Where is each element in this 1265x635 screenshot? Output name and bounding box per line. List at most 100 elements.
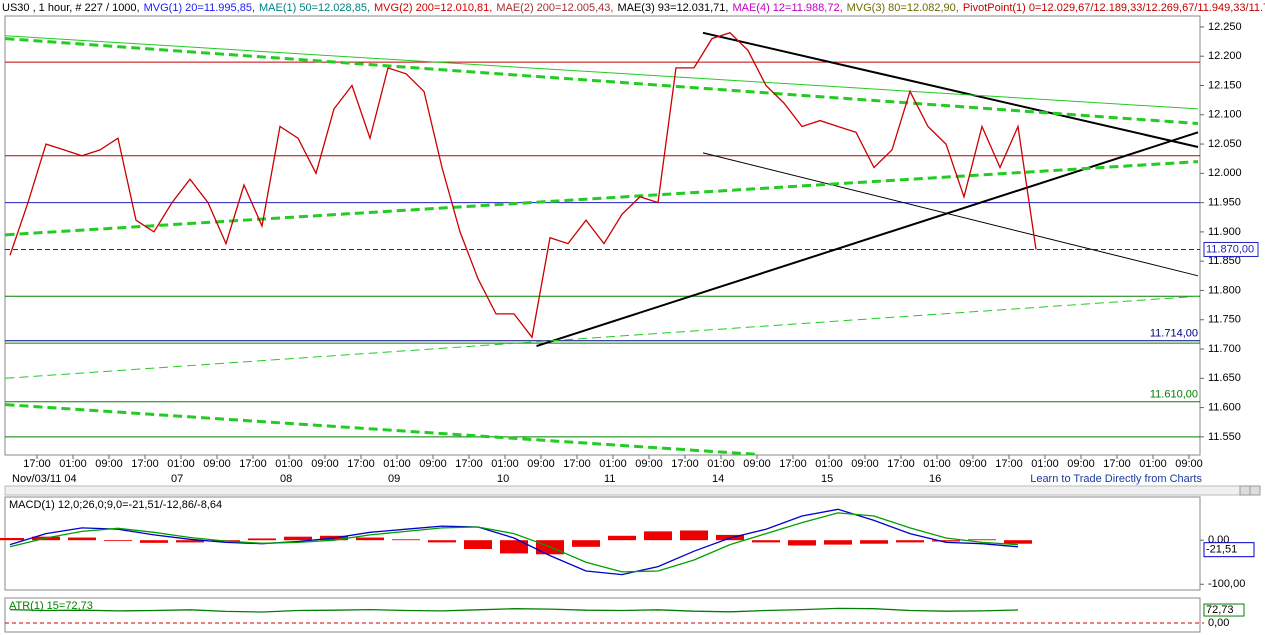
x-tick-label: 17:00 (239, 458, 267, 470)
y-tick-label: 11.800 (1208, 284, 1241, 296)
y-tick-label: 11.950 (1208, 197, 1241, 209)
y-tick-label: 12.250 (1208, 21, 1242, 33)
x-tick-label: 09:00 (635, 458, 663, 470)
x-tick-label: 17:00 (995, 458, 1023, 470)
header-item: MAE(2) 200=12.005,43, (496, 2, 613, 14)
x-tick-label: 09:00 (419, 458, 447, 470)
footer-link[interactable]: Learn to Trade Directly from Charts (1030, 473, 1202, 485)
header-item: MVG(1) 20=11.995,85, (144, 2, 255, 14)
x-tick-label: 17:00 (563, 458, 591, 470)
macd-histogram-bar (428, 540, 456, 543)
trendline (702, 31, 1199, 148)
x-tick-label: 09:00 (851, 458, 879, 470)
x-tick-label: 09:00 (959, 458, 987, 470)
x-tick-label: 01:00 (59, 458, 87, 470)
x-tick-label: 01:00 (707, 458, 735, 470)
macd-histogram-bar (860, 540, 888, 544)
header-item: MAE(4) 12=11.988,72, (732, 2, 842, 14)
header-item: MAE(3) 93=12.031,71, (617, 2, 728, 14)
x-tick-label: 01:00 (1139, 458, 1167, 470)
macd-histogram-bar (68, 537, 96, 541)
date-label: 11 (604, 473, 615, 485)
trendline (5, 37, 1199, 126)
macd-histogram-bar (0, 537, 24, 541)
price-line (9, 32, 1037, 339)
y-tick-label: 12.150 (1208, 79, 1242, 91)
y-tick-label: 11.900 (1208, 226, 1241, 238)
signal-line (9, 512, 1019, 573)
y-tick-label: 12.100 (1208, 109, 1242, 121)
macd-histogram-bar (464, 540, 492, 550)
macd-title: MACD(1) 12,0;26,0;9,0=-21,51/-12,86/-8,6… (9, 499, 222, 511)
y-tick-label: 0,00 (1208, 617, 1229, 629)
macd-histogram-bar (680, 530, 708, 541)
x-tick-label: 17:00 (455, 458, 483, 470)
header-item: US30 , 1 hour, # 227 / 1000, (2, 2, 140, 14)
x-tick-label: 17:00 (1103, 458, 1131, 470)
scrollbar[interactable] (4, 485, 1261, 496)
atr-title: ATR(1) 15=72,73 (9, 600, 93, 612)
macd-histogram-bar (176, 540, 204, 543)
date-label: 16 (929, 473, 941, 485)
x-tick-label: 01:00 (491, 458, 519, 470)
x-tick-label: 17:00 (131, 458, 159, 470)
x-tick-label: 09:00 (311, 458, 339, 470)
trendline (5, 35, 1199, 110)
macd-histogram-bar (752, 540, 780, 543)
level-label-box (1203, 241, 1259, 257)
y-tick-label: 11.650 (1208, 372, 1241, 384)
date-label: 09 (388, 473, 400, 485)
current-value-box (1203, 603, 1245, 617)
x-tick-label: 09:00 (1067, 458, 1095, 470)
x-tick-label: 17:00 (347, 458, 375, 470)
x-tick-label: 09:00 (527, 458, 555, 470)
macd-histogram-bar (392, 539, 420, 541)
y-tick-label: 11.700 (1208, 343, 1241, 355)
x-tick-label: 09:00 (95, 458, 123, 470)
y-tick-label: 11.550 (1208, 431, 1241, 443)
current-value-label: -21,51 (1206, 544, 1237, 556)
macd-histogram-bar (500, 540, 528, 554)
atr-panel (4, 597, 1201, 633)
macd-histogram-bar (140, 540, 168, 543)
macd-histogram-bar (644, 531, 672, 541)
x-tick-label: 09:00 (743, 458, 771, 470)
x-tick-label: 17:00 (23, 458, 51, 470)
date-label: 10 (497, 473, 509, 485)
macd-histogram-bar (284, 536, 312, 541)
macd-panel (4, 496, 1201, 591)
y-tick-label: 12.050 (1208, 138, 1242, 150)
macd-histogram-bar (608, 535, 636, 541)
current-value-label: 72,73 (1206, 604, 1234, 616)
trendline (5, 160, 1199, 237)
x-tick-label: 01:00 (275, 458, 303, 470)
atr-line (9, 607, 1019, 613)
y-tick-label: 11.750 (1208, 314, 1241, 326)
macd-histogram-bar (896, 540, 924, 543)
x-tick-label: 01:00 (599, 458, 627, 470)
y-tick-label: 12.200 (1208, 50, 1242, 62)
level-label: 11.870,00 (1206, 243, 1254, 255)
scroll-right-button[interactable] (1249, 485, 1261, 496)
level-label: 11.610,00 (1150, 389, 1198, 401)
date-label: 08 (280, 473, 292, 485)
macd-histogram-bar (824, 540, 852, 545)
x-tick-label: 09:00 (1175, 458, 1203, 470)
macd-line (9, 508, 1019, 576)
date-label: 07 (171, 473, 183, 485)
trendline (5, 295, 1199, 379)
header-item: MVG(3) 80=12.082,90, (847, 2, 959, 14)
x-tick-label: 01:00 (383, 458, 411, 470)
y-tick-label: 11.600 (1208, 401, 1241, 413)
scroll-left-button[interactable] (1239, 485, 1251, 496)
x-tick-label: 17:00 (779, 458, 807, 470)
macd-histogram-bar (1004, 540, 1032, 544)
x-tick-label: 09:00 (203, 458, 231, 470)
date-label: Nov/03/11 04 (12, 473, 77, 485)
y-tick-label: -100,00 (1208, 578, 1245, 590)
macd-histogram-bar (356, 537, 384, 541)
macd-histogram-bar (248, 538, 276, 541)
